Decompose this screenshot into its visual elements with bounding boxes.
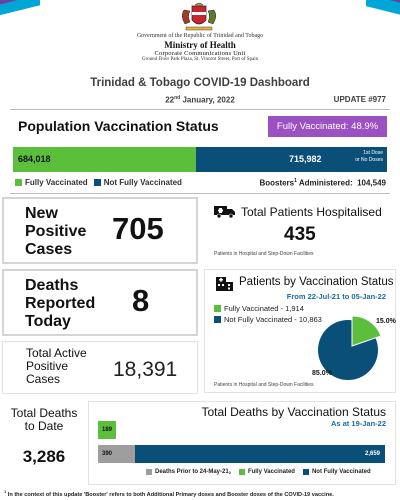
pie-label-fully: 15.0% <box>376 318 396 325</box>
corner-decoration-right <box>366 0 400 16</box>
bar-value-label: 2,659 <box>365 451 381 457</box>
vaccination-legend: Fully Vaccinated Not Fully Vaccinated <box>15 178 188 187</box>
legend-deaths-prior: Deaths Prior to 24-May-21 2 <box>146 469 231 475</box>
hospitalised-value: 435 <box>284 224 316 245</box>
legend-deaths-not-fully: Not Fully Vaccinated <box>302 469 371 475</box>
patients-pie-chart <box>318 315 382 380</box>
update-number: UPDATE #977 <box>333 95 386 104</box>
total-deaths-label: Total Deaths to Date <box>10 406 78 433</box>
unit-name: Corporate Communications Unit <box>154 50 246 57</box>
bar-segment-fully-vaccinated <box>98 421 116 439</box>
dashboard-title: Trinidad & Tobago COVID-19 Dashboard <box>90 77 310 89</box>
hospital-building-icon <box>216 277 233 291</box>
address-line: Ground Floor Park Plaza, St. Vincent Str… <box>141 57 259 62</box>
legend-deaths-fully: Fully Vaccinated <box>238 469 295 475</box>
bar-value-label: 390 <box>102 451 113 457</box>
patients-by-vaccination-title: Patients by Vaccination Status <box>239 276 394 288</box>
new-positive-cases-value: 705 <box>112 211 164 246</box>
fully-vaccinated-count: 684,018 <box>18 154 51 164</box>
fully-vaccinated-fill <box>13 147 196 172</box>
ambulance-icon <box>214 206 235 218</box>
patients-by-vaccination-range: From 22-Jul-21 to 05-Jan-22 <box>286 292 386 301</box>
divider <box>10 109 390 110</box>
legend-not-fully-vaccinated: Not Fully Vaccinated <box>93 178 182 187</box>
coat-of-arms-icon <box>182 2 216 31</box>
not-fully-vaccinated-count: 715,982 <box>289 154 322 164</box>
legend-patients-not-fully: Not Fully Vaccinated - 10,863 <box>214 315 322 324</box>
legend-patients-fully: Fully Vaccinated - 1,914 <box>214 304 304 313</box>
active-cases-label: Total Active Positive Cases <box>26 346 87 386</box>
active-cases-card <box>2 341 198 394</box>
divider <box>10 193 390 194</box>
patients-by-vaccination-note: Patients in Hospital and Step-Down Facil… <box>214 382 314 388</box>
boosters-administered: Boosters1 Administered: 104,549 <box>259 178 386 188</box>
deaths-today-value: 8 <box>132 283 150 318</box>
bar-segment-not-fully-vaccinated <box>134 445 385 463</box>
bar-value-label: 189 <box>102 427 113 433</box>
vaccination-status-title: Population Vaccination Status <box>18 118 219 134</box>
hospitalised-note: Patients in Hospital and Step-Down Facil… <box>214 251 314 257</box>
new-positive-cases-card <box>2 197 198 264</box>
total-deaths-value: 3,286 <box>22 447 66 466</box>
fully-vaccinated-badge: Fully Vaccinated: 48.9% <box>268 116 387 137</box>
dashboard-date: 22nd January, 2022 <box>165 95 235 105</box>
ministry-name: Ministry of Health <box>164 40 236 50</box>
pie-slice-fully <box>351 315 382 347</box>
legend-fully-vaccinated: Fully Vaccinated <box>15 178 88 187</box>
vaccination-progress-bar: 684,018 715,982 1st Dose or No Doses <box>13 147 387 172</box>
first-dose-note: 1st Dose or No Doses <box>355 150 383 163</box>
booster-footnote: 1 In the context of this update 'Booster… <box>4 489 334 498</box>
government-line: Government of the Republic of Trinidad a… <box>136 33 264 39</box>
deaths-today-card <box>2 269 198 336</box>
deaths-by-vaccination-date: As at 19-Jan-22 <box>330 419 386 428</box>
active-cases-value: 18,391 <box>113 358 178 381</box>
new-positive-cases-label: New Positive Cases <box>25 205 87 258</box>
deaths-by-vaccination-title: Total Deaths by Vaccination Status <box>201 405 386 419</box>
bar-segment-deaths-prior-to-24-may-21 <box>98 445 135 463</box>
hospitalised-title: Total Patients Hospitalised <box>241 205 382 219</box>
boosters-value: 104,549 <box>357 178 386 188</box>
corner-decoration-left <box>0 0 40 18</box>
deaths-today-label: Deaths Reported Today <box>25 277 96 330</box>
deaths-legend: Deaths Prior to 24-May-21 2 Fully Vaccina… <box>146 469 379 475</box>
pie-label-not-fully: 85.0% <box>312 370 332 377</box>
